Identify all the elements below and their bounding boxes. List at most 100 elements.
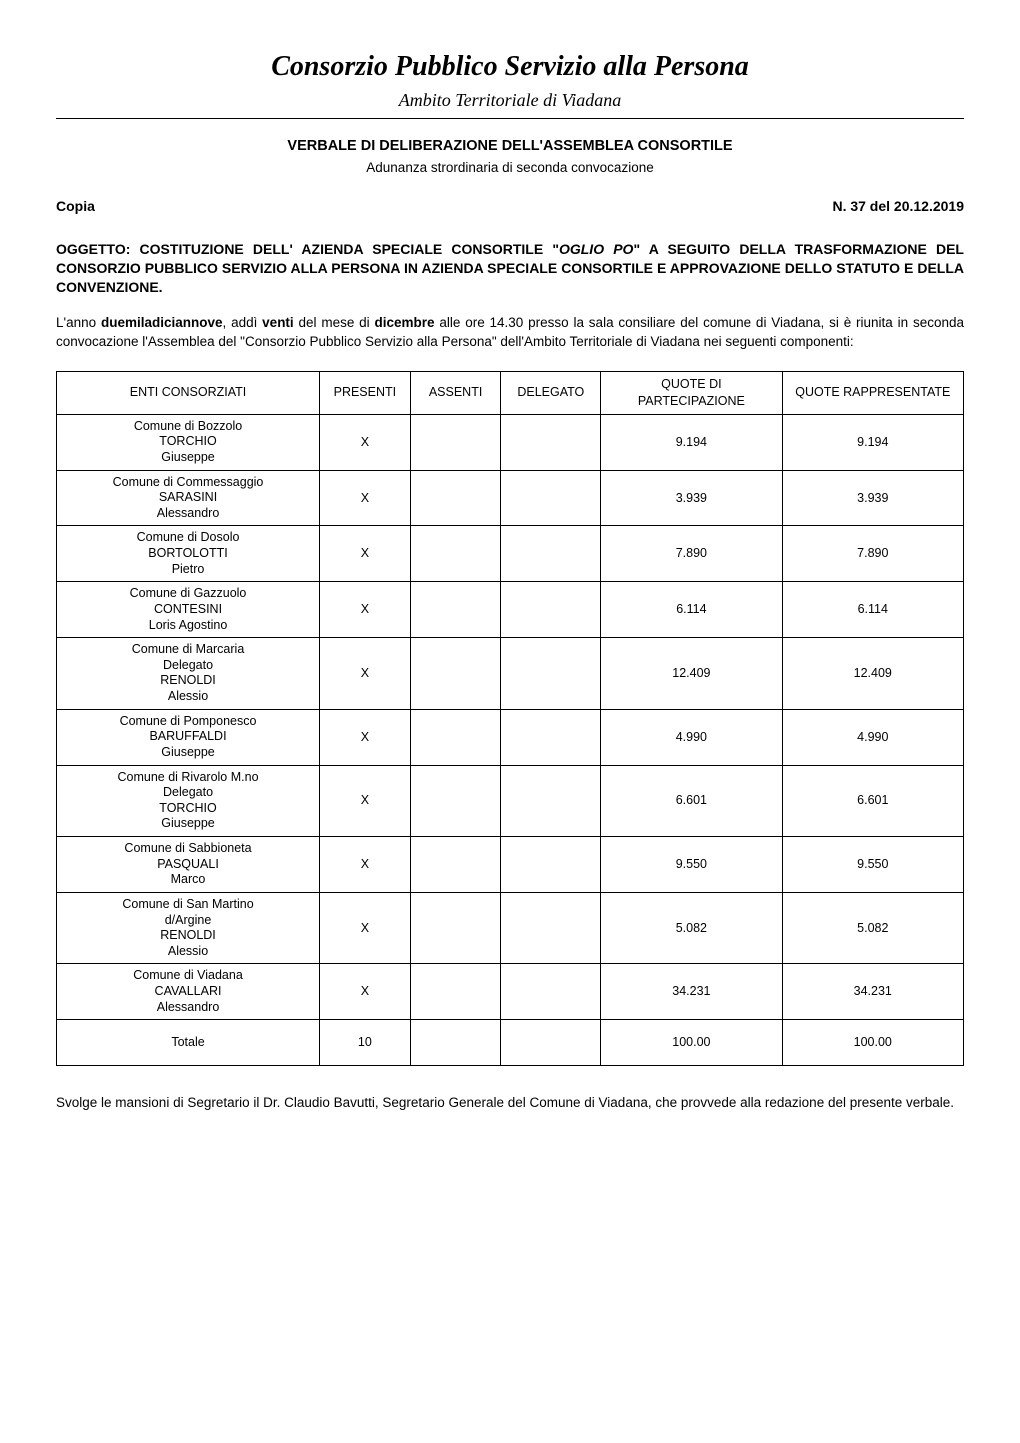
cell-totale-delegato — [501, 1020, 601, 1066]
cell-qp: 3.939 — [601, 470, 782, 526]
cell-delegato — [501, 892, 601, 964]
copia-number: N. 37 del 20.12.2019 — [832, 197, 964, 216]
cell-presenti: X — [320, 470, 411, 526]
cell-qr: 7.890 — [782, 526, 963, 582]
cell-qp: 6.114 — [601, 582, 782, 638]
title-rule — [56, 118, 964, 119]
table-row: Comune di DosoloBORTOLOTTIPietroX 7.8907.… — [57, 526, 964, 582]
cell-qp: 4.990 — [601, 709, 782, 765]
cell-qp: 5.082 — [601, 892, 782, 964]
cell-totale-qp: 100.00 — [601, 1020, 782, 1066]
cell-qr: 6.601 — [782, 765, 963, 837]
oggetto: OGGETTO: COSTITUZIONE DELL' AZIENDA SPEC… — [56, 240, 964, 297]
copia-row: Copia N. 37 del 20.12.2019 — [56, 197, 964, 216]
cell-totale-assenti — [410, 1020, 501, 1066]
cell-assenti — [410, 414, 501, 470]
cell-qr: 3.939 — [782, 470, 963, 526]
cell-delegato — [501, 582, 601, 638]
cell-presenti: X — [320, 582, 411, 638]
narrative-b2: venti — [262, 315, 294, 330]
cell-qr: 12.409 — [782, 638, 963, 710]
cell-delegato — [501, 765, 601, 837]
cell-ente: Comune di BozzoloTORCHIOGiuseppe — [57, 414, 320, 470]
cell-ente: Comune di SabbionetaPASQUALIMarco — [57, 837, 320, 893]
narrative-a: L'anno — [56, 315, 101, 330]
table-row: Comune di Rivarolo M.noDelegatoTORCHIOGi… — [57, 765, 964, 837]
doc-title: Consorzio Pubblico Servizio alla Persona — [56, 48, 964, 86]
cell-presenti: X — [320, 837, 411, 893]
cell-qr: 5.082 — [782, 892, 963, 964]
cell-qr: 6.114 — [782, 582, 963, 638]
doc-subtitle: Ambito Territoriale di Viadana — [56, 88, 964, 112]
th-delegato: DELEGATO — [501, 371, 601, 414]
th-enti: ENTI CONSORZIATI — [57, 371, 320, 414]
cell-qp: 7.890 — [601, 526, 782, 582]
cell-qp: 34.231 — [601, 964, 782, 1020]
cell-ente: Comune di San Martinod/ArgineRENOLDIAles… — [57, 892, 320, 964]
cell-qr: 9.550 — [782, 837, 963, 893]
cell-qp: 9.550 — [601, 837, 782, 893]
narrative-d: del mese di — [294, 315, 375, 330]
cell-totale-presenti: 10 — [320, 1020, 411, 1066]
cell-ente: Comune di PomponescoBARUFFALDIGiuseppe — [57, 709, 320, 765]
closing-paragraph: Svolge le mansioni di Segretario il Dr. … — [56, 1094, 964, 1112]
th-quote-rapp: QUOTE RAPPRESENTATE — [782, 371, 963, 414]
cell-delegato — [501, 837, 601, 893]
cell-presenti: X — [320, 892, 411, 964]
cell-qr: 34.231 — [782, 964, 963, 1020]
cell-ente: Comune di GazzuoloCONTESINILoris Agostin… — [57, 582, 320, 638]
narrative-b1: duemiladiciannove — [101, 315, 223, 330]
cell-ente: Comune di DosoloBORTOLOTTIPietro — [57, 526, 320, 582]
cell-qp: 12.409 — [601, 638, 782, 710]
th-quote-part: QUOTE DI PARTECIPAZIONE — [601, 371, 782, 414]
cell-totale-label: Totale — [57, 1020, 320, 1066]
cell-assenti — [410, 892, 501, 964]
cell-totale-qr: 100.00 — [782, 1020, 963, 1066]
cell-assenti — [410, 964, 501, 1020]
verbale-sub: Adunanza strordinaria di seconda convoca… — [56, 159, 964, 177]
cell-ente: Comune di CommessaggioSARASINIAlessandro — [57, 470, 320, 526]
table-row: Comune di PomponescoBARUFFALDIGiuseppeX 4… — [57, 709, 964, 765]
table-header-row: ENTI CONSORZIATI PRESENTI ASSENTI DELEGA… — [57, 371, 964, 414]
oggetto-italic: OGLIO PO — [559, 241, 633, 257]
table-row: Comune di GazzuoloCONTESINILoris Agostin… — [57, 582, 964, 638]
narrative-c: , addì — [223, 315, 263, 330]
cell-presenti: X — [320, 709, 411, 765]
copia-label: Copia — [56, 197, 95, 216]
cell-qp: 9.194 — [601, 414, 782, 470]
table-row: Comune di ViadanaCAVALLARIAlessandroX 34.… — [57, 964, 964, 1020]
narrative-paragraph: L'anno duemiladiciannove, addì venti del… — [56, 314, 964, 350]
cell-delegato — [501, 964, 601, 1020]
cell-ente: Comune di Rivarolo M.noDelegatoTORCHIOGi… — [57, 765, 320, 837]
cell-presenti: X — [320, 638, 411, 710]
table-row: Comune di SabbionetaPASQUALIMarcoX 9.5509… — [57, 837, 964, 893]
cell-delegato — [501, 638, 601, 710]
cell-presenti: X — [320, 526, 411, 582]
cell-presenti: X — [320, 414, 411, 470]
cell-assenti — [410, 470, 501, 526]
table-row: Comune di BozzoloTORCHIOGiuseppeX 9.1949.… — [57, 414, 964, 470]
cell-assenti — [410, 638, 501, 710]
table-row-totale: Totale10 100.00100.00 — [57, 1020, 964, 1066]
cell-presenti: X — [320, 964, 411, 1020]
cell-qr: 9.194 — [782, 414, 963, 470]
cell-delegato — [501, 526, 601, 582]
cell-assenti — [410, 837, 501, 893]
cell-presenti: X — [320, 765, 411, 837]
th-presenti: PRESENTI — [320, 371, 411, 414]
cell-qr: 4.990 — [782, 709, 963, 765]
oggetto-prefix: OGGETTO: COSTITUZIONE DELL' AZIENDA SPEC… — [56, 241, 559, 257]
cell-qp: 6.601 — [601, 765, 782, 837]
cell-assenti — [410, 582, 501, 638]
table-row: Comune di CommessaggioSARASINIAlessandro… — [57, 470, 964, 526]
cell-delegato — [501, 709, 601, 765]
cell-delegato — [501, 470, 601, 526]
consorziati-table: ENTI CONSORZIATI PRESENTI ASSENTI DELEGA… — [56, 371, 964, 1066]
verbale-heading: VERBALE DI DELIBERAZIONE DELL'ASSEMBLEA … — [56, 137, 964, 157]
narrative-b3: dicembre — [375, 315, 435, 330]
th-assenti: ASSENTI — [410, 371, 501, 414]
cell-ente: Comune di ViadanaCAVALLARIAlessandro — [57, 964, 320, 1020]
table-row: Comune di MarcariaDelegatoRENOLDIAlessio… — [57, 638, 964, 710]
cell-assenti — [410, 709, 501, 765]
cell-ente: Comune di MarcariaDelegatoRENOLDIAlessio — [57, 638, 320, 710]
